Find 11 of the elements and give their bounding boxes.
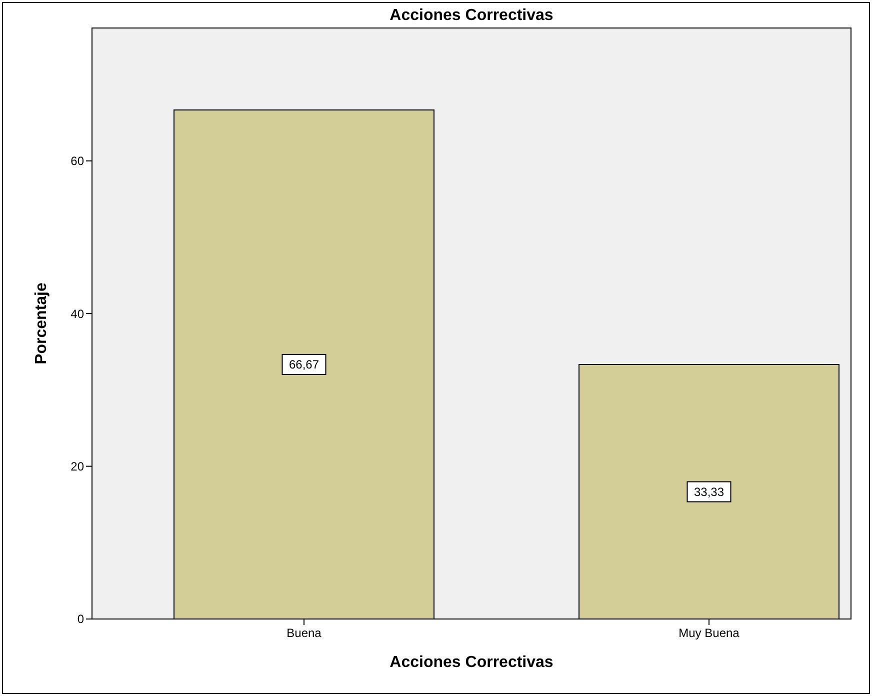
y-axis-title: Porcentaje [33,282,50,364]
x-tick-label: Muy Buena [678,626,740,640]
x-axis-title: Acciones Correctivas [390,654,554,671]
data-label: 33,33 [694,484,724,499]
y-tick-label: 40 [70,306,84,321]
x-tick-label: Buena [286,626,322,640]
y-tick-label: 60 [70,154,84,168]
y-tick-label: 20 [70,459,84,474]
y-tick-label: 0 [77,612,84,626]
data-label: 66,67 [288,358,320,372]
chart-title: Acciones Correctivas [390,7,554,24]
